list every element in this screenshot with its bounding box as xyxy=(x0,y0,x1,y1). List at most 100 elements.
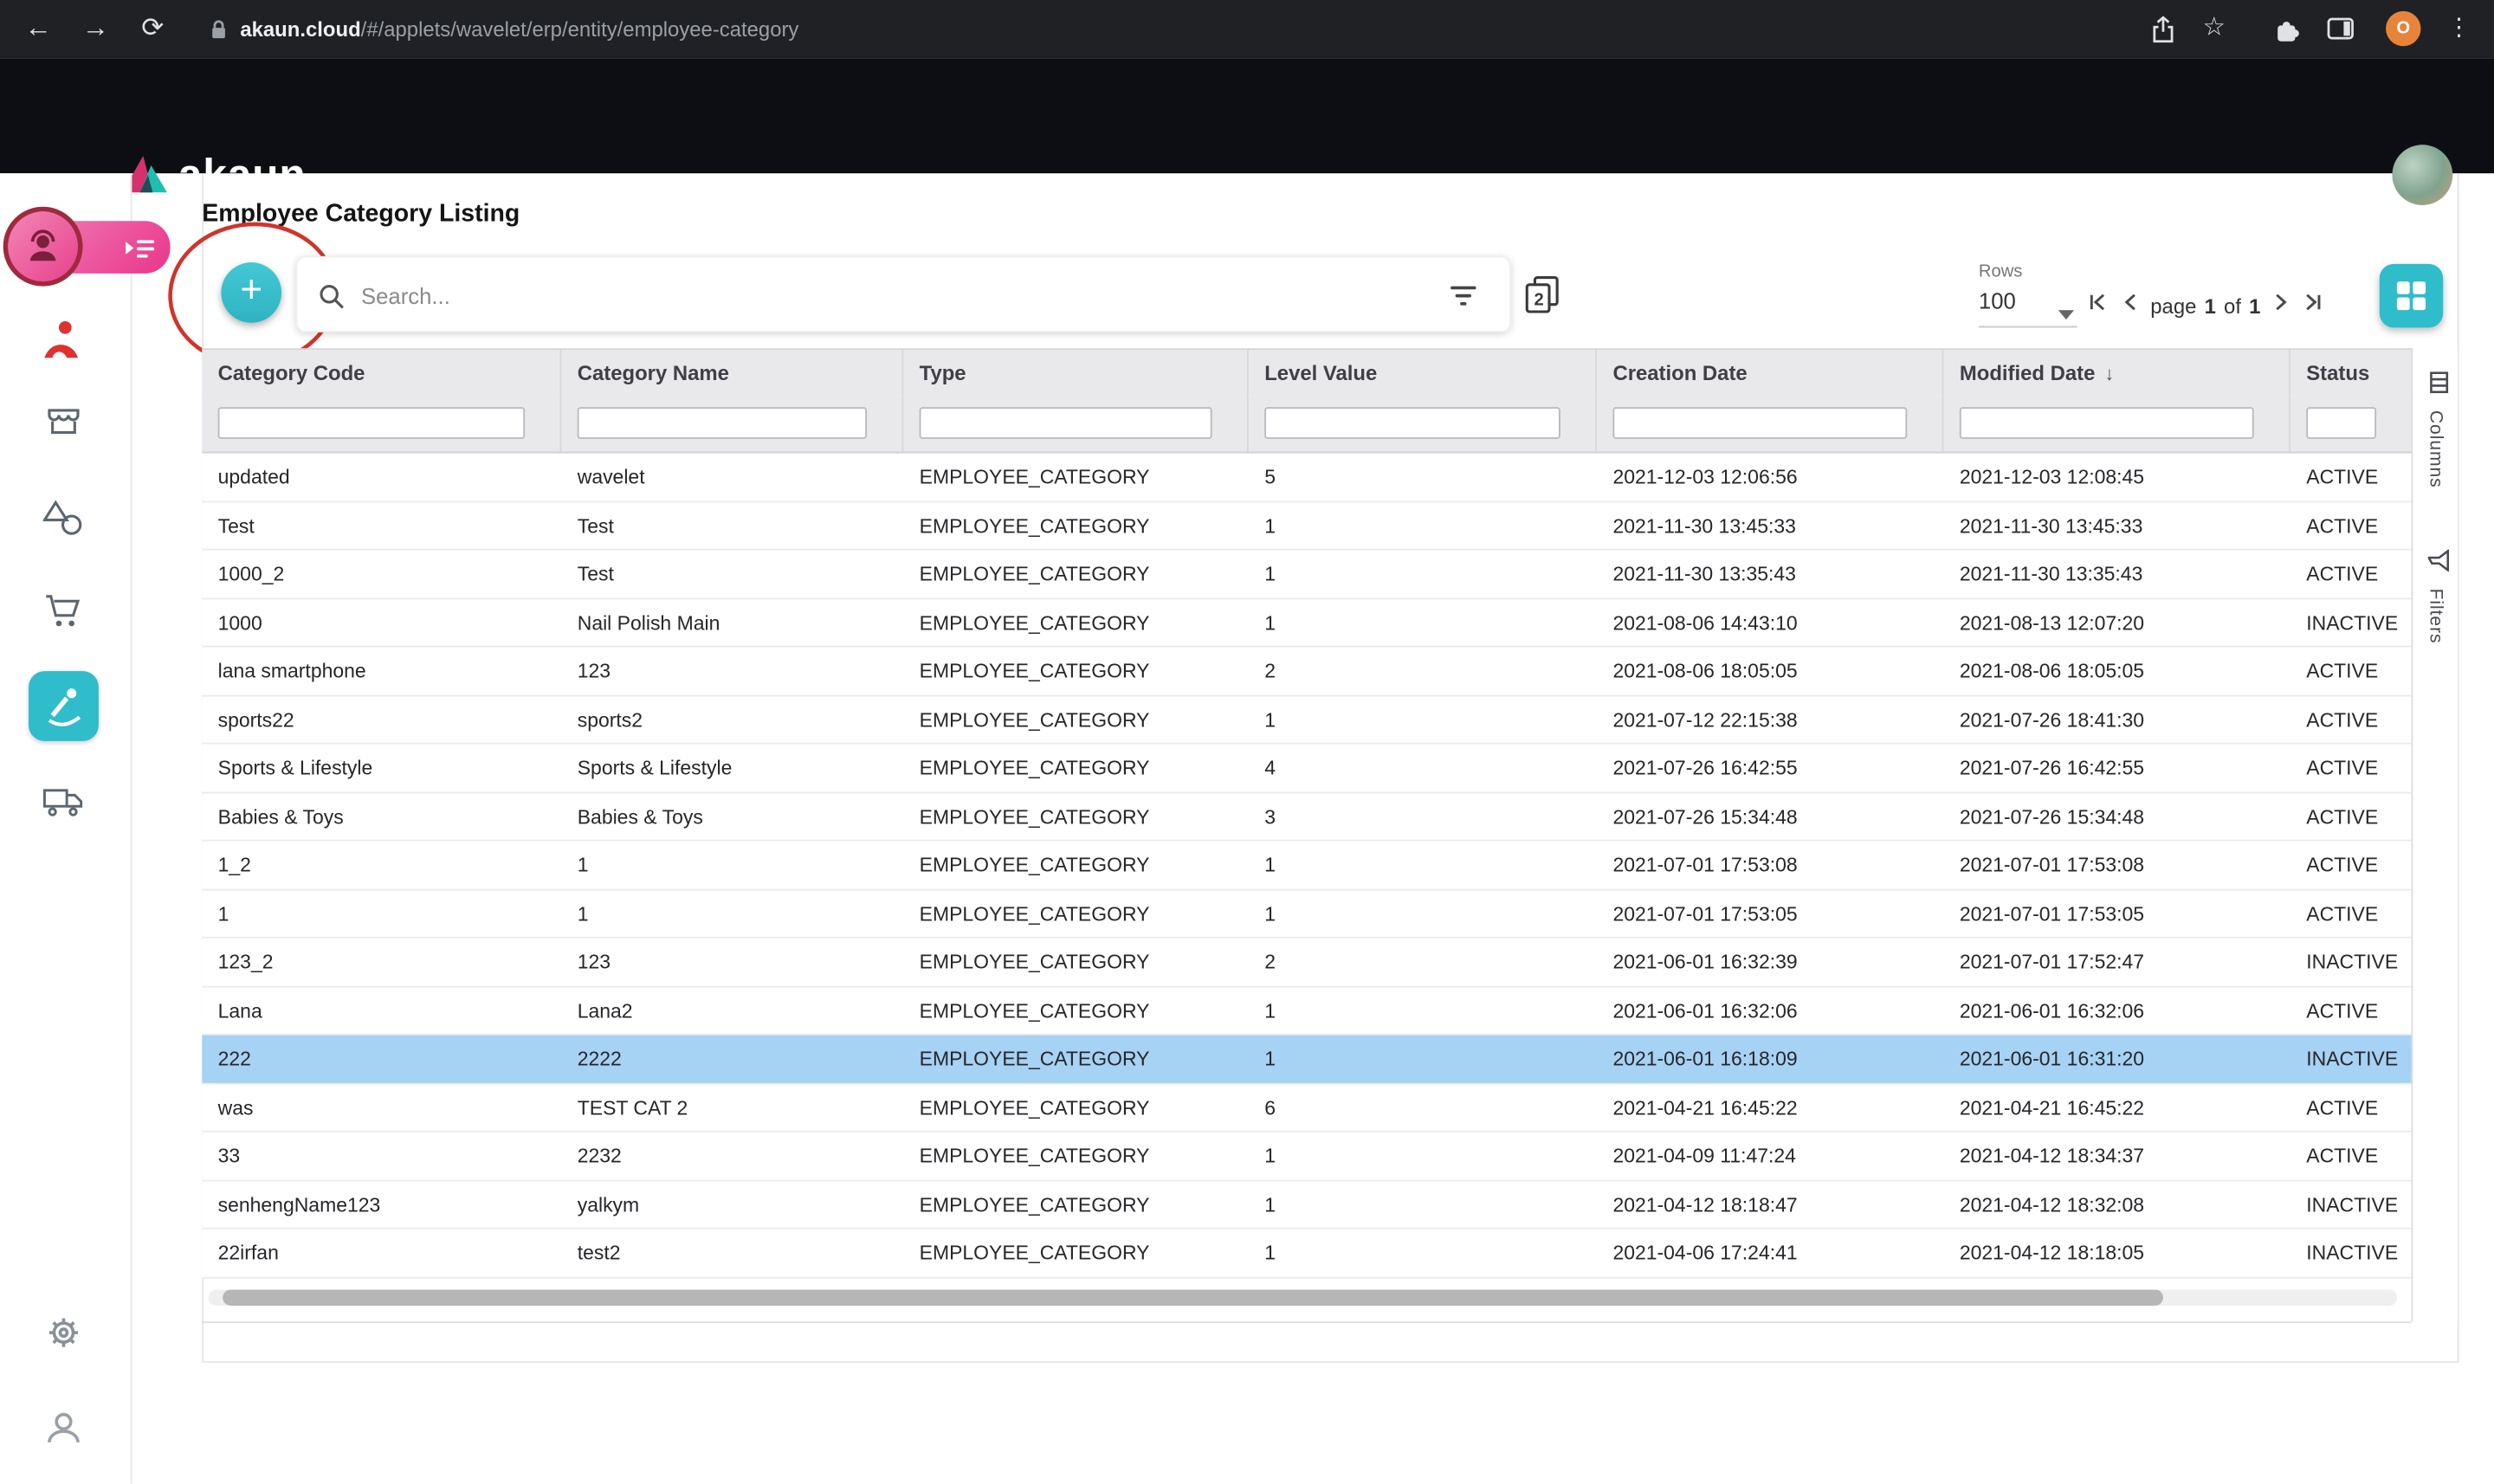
cell-modified: 2021-07-26 15:34:48 xyxy=(1943,793,2290,840)
cell-code: 1 xyxy=(202,890,561,937)
table-row[interactable]: LanaLana2EMPLOYEE_CATEGORY12021-06-01 16… xyxy=(202,987,2411,1036)
page-word: page xyxy=(2150,294,2196,318)
table-row[interactable]: TestTestEMPLOYEE_CATEGORY12021-11-30 13:… xyxy=(202,501,2411,550)
last-page-button[interactable] xyxy=(2302,290,2324,320)
column-header-status[interactable]: Status xyxy=(2290,350,2412,396)
table-row[interactable]: senhengName123yalkymEMPLOYEE_CATEGORY120… xyxy=(202,1181,2411,1229)
cell-name: 123 xyxy=(561,939,903,985)
sidebar-item-cart[interactable] xyxy=(44,593,82,628)
cell-type: EMPLOYEE_CATEGORY xyxy=(903,842,1249,888)
cell-name: sports2 xyxy=(561,696,903,743)
column-header-category-code[interactable]: Category Code xyxy=(202,350,561,396)
cell-code: updated xyxy=(202,453,561,500)
url-bar[interactable]: akaun.cloud/#/applets/wavelet/erp/entity… xyxy=(240,0,798,59)
filter-cell xyxy=(561,396,903,451)
filter-input-category-code[interactable] xyxy=(218,407,525,439)
table-row[interactable]: 123_2123EMPLOYEE_CATEGORY22021-06-01 16:… xyxy=(202,939,2411,987)
sidebar-item-delivery[interactable] xyxy=(43,785,85,817)
prev-page-button[interactable] xyxy=(2120,290,2139,320)
table-row[interactable]: Sports & LifestyleSports & LifestyleEMPL… xyxy=(202,745,2411,793)
table-row[interactable]: 1000_2TestEMPLOYEE_CATEGORY12021-11-30 1… xyxy=(202,551,2411,599)
cell-code: senhengName123 xyxy=(202,1181,561,1228)
filter-input-creation-date[interactable] xyxy=(1612,407,1907,439)
filter-list-icon[interactable] xyxy=(1449,285,1477,315)
cell-level: 1 xyxy=(1249,501,1597,548)
table-row[interactable]: lana smartphone123EMPLOYEE_CATEGORY22021… xyxy=(202,648,2411,696)
column-header-category-name[interactable]: Category Name xyxy=(561,350,903,396)
filter-input-modified-date[interactable] xyxy=(1960,407,2254,439)
side-panel-icon[interactable] xyxy=(2327,17,2354,48)
cell-type: EMPLOYEE_CATEGORY xyxy=(903,1084,1249,1131)
cell-modified: 2021-04-12 18:32:08 xyxy=(1943,1181,2290,1228)
dropdown-caret-icon[interactable] xyxy=(2058,299,2074,327)
page-total: 1 xyxy=(2249,294,2260,318)
cell-name: TEST CAT 2 xyxy=(561,1084,903,1131)
sort-desc-icon[interactable]: ↓ xyxy=(2104,363,2114,385)
sidebar-item-active-app[interactable] xyxy=(3,207,83,287)
sidebar-profile[interactable] xyxy=(44,1409,82,1447)
table-row[interactable]: sports22sports2EMPLOYEE_CATEGORY12021-07… xyxy=(202,696,2411,745)
grid-view-button[interactable] xyxy=(2380,264,2443,327)
filter-input-level-value[interactable] xyxy=(1264,407,1560,439)
share-icon[interactable] xyxy=(2150,16,2175,52)
cell-modified: 2021-11-30 13:45:33 xyxy=(1943,501,2290,548)
rows-per-page-select[interactable]: 100 xyxy=(1979,287,2016,313)
user-avatar[interactable] xyxy=(2392,145,2452,205)
table-row[interactable]: 332232EMPLOYEE_CATEGORY12021-04-09 11:47… xyxy=(202,1132,2411,1181)
column-header-type[interactable]: Type xyxy=(903,350,1249,396)
cell-status: ACTIVE xyxy=(2290,987,2412,1034)
cell-code: 1000 xyxy=(202,599,561,646)
table-row[interactable]: 11EMPLOYEE_CATEGORY12021-07-01 17:53:052… xyxy=(202,890,2411,939)
red-figure-icon xyxy=(40,318,81,362)
bookmark-star-icon[interactable]: ☆ xyxy=(2195,0,2233,59)
extensions-icon[interactable] xyxy=(2275,16,2302,50)
column-header-modified-date[interactable]: Modified Date↓ xyxy=(1943,350,2290,396)
filters-icon[interactable] xyxy=(2420,549,2451,571)
sidebar-settings[interactable] xyxy=(44,1313,82,1352)
table-row[interactable]: 1_21EMPLOYEE_CATEGORY12021-07-01 17:53:0… xyxy=(202,842,2411,890)
cell-modified: 2021-11-30 13:35:43 xyxy=(1943,551,2290,597)
column-header-level-value[interactable]: Level Value xyxy=(1249,350,1597,396)
cell-modified: 2021-06-01 16:31:20 xyxy=(1943,1036,2290,1082)
table-row[interactable]: 2222222EMPLOYEE_CATEGORY12021-06-01 16:1… xyxy=(202,1036,2411,1084)
card-right-border xyxy=(2458,173,2459,1361)
next-page-button[interactable] xyxy=(2271,290,2290,320)
browser-back-icon[interactable]: ← xyxy=(19,0,57,59)
column-label: Creation Date xyxy=(1612,361,1747,385)
search-input[interactable] xyxy=(358,270,1382,321)
table-row[interactable]: wasTEST CAT 2EMPLOYEE_CATEGORY62021-04-2… xyxy=(202,1084,2411,1132)
person-icon xyxy=(44,1409,82,1447)
sidebar-item-store[interactable] xyxy=(44,401,82,439)
filter-input-status[interactable] xyxy=(2306,407,2376,439)
browser-reload-icon[interactable]: ⟳ xyxy=(133,0,171,59)
cell-code: 33 xyxy=(202,1132,561,1179)
table-row[interactable]: 22irfantest2EMPLOYEE_CATEGORY12021-04-06… xyxy=(202,1229,2411,1278)
filter-input-category-name[interactable] xyxy=(578,407,867,439)
horizontal-scrollbar-thumb[interactable] xyxy=(223,1290,2163,1306)
table-row[interactable]: updatedwaveletEMPLOYEE_CATEGORY52021-12-… xyxy=(202,453,2411,501)
cell-status: ACTIVE xyxy=(2290,1084,2412,1131)
browser-menu-icon[interactable]: ⋮ xyxy=(2440,0,2478,59)
filters-panel-toggle[interactable]: Filters xyxy=(2426,588,2445,643)
cell-code: Lana xyxy=(202,987,561,1034)
columns-icon[interactable] xyxy=(2420,371,2451,394)
sidebar-item-red-app[interactable] xyxy=(38,318,82,362)
sidebar-divider xyxy=(131,173,132,1483)
cell-status: ACTIVE xyxy=(2290,842,2412,888)
table-row[interactable]: Babies & ToysBabies & ToysEMPLOYEE_CATEG… xyxy=(202,793,2411,842)
sidebar-item-entity-active[interactable] xyxy=(29,671,99,741)
first-page-button[interactable] xyxy=(2087,290,2110,320)
browser-forward-icon[interactable]: → xyxy=(76,0,114,59)
cell-created: 2021-07-12 22:15:38 xyxy=(1597,696,1943,743)
duplicate-pages-icon[interactable]: 2 xyxy=(1521,274,1564,325)
filter-input-type[interactable] xyxy=(920,407,1212,439)
cell-created: 2021-06-01 16:18:09 xyxy=(1597,1036,1943,1082)
cell-created: 2021-12-03 12:06:56 xyxy=(1597,453,1943,500)
filter-cell xyxy=(903,396,1249,451)
column-header-creation-date[interactable]: Creation Date xyxy=(1597,350,1943,396)
filter-cell xyxy=(1943,396,2290,451)
sidebar-item-categories[interactable] xyxy=(43,498,85,536)
columns-panel-toggle[interactable]: Columns xyxy=(2426,410,2445,488)
table-row[interactable]: 1000Nail Polish MainEMPLOYEE_CATEGORY120… xyxy=(202,599,2411,648)
browser-profile-avatar[interactable]: O xyxy=(2386,11,2420,46)
